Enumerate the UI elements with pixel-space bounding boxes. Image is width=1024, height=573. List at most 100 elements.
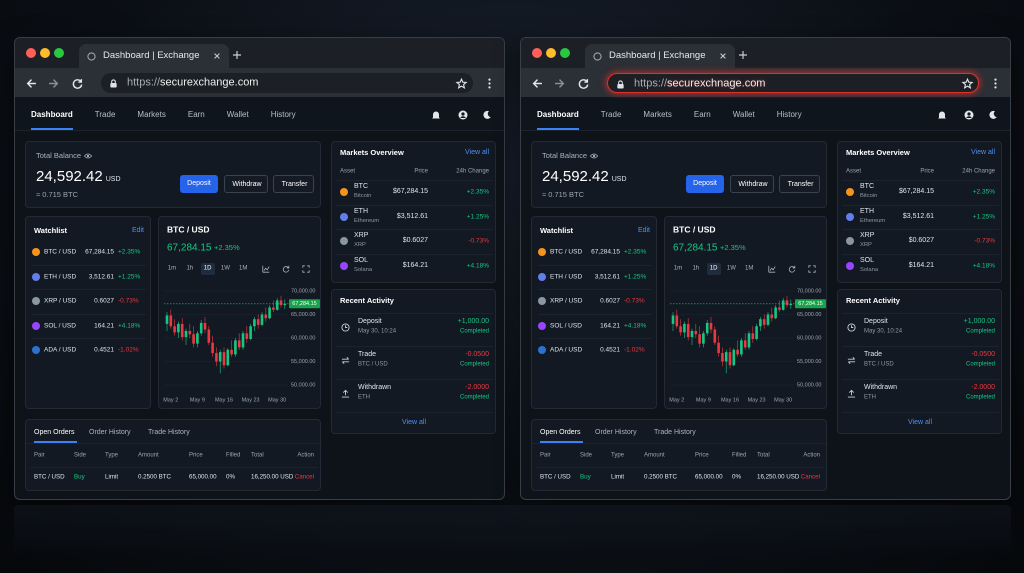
- order-cell[interactable]: Cancel: [294, 473, 314, 481]
- reset-icon[interactable]: [788, 265, 796, 273]
- eye-icon[interactable]: [589, 152, 599, 160]
- activity-view-all[interactable]: View all: [908, 419, 932, 427]
- action-button[interactable]: Withdraw: [730, 175, 774, 193]
- asset-price: $0.6027: [908, 237, 934, 245]
- timeframe-button[interactable]: 1W: [220, 265, 230, 272]
- nav-item[interactable]: History: [776, 110, 802, 119]
- bookmark-star[interactable]: [455, 77, 467, 89]
- forward-button[interactable]: [554, 78, 565, 89]
- new-tab[interactable]: [738, 50, 748, 60]
- tab-close[interactable]: [213, 52, 221, 60]
- row-divider: [336, 229, 493, 230]
- timeframe-button[interactable]: 1M: [745, 265, 754, 272]
- markets-view-all[interactable]: View all: [971, 149, 995, 157]
- action-button[interactable]: Deposit: [686, 175, 724, 193]
- reload-button[interactable]: [578, 78, 589, 89]
- window-control[interactable]: [546, 48, 556, 58]
- orders-tab[interactable]: Trade History: [148, 429, 190, 437]
- nav-item[interactable]: Dashboard: [31, 101, 73, 130]
- timeframe-button[interactable]: 1h: [186, 265, 194, 272]
- markets-view-all[interactable]: View all: [465, 149, 489, 157]
- reset-icon[interactable]: [282, 265, 290, 273]
- watchlist-card: Watchlist Edit BTC / USD 67,284.15 +2.35% ETH…: [531, 216, 657, 409]
- action-button[interactable]: Transfer: [779, 175, 820, 193]
- timeframe-button[interactable]: 1h: [692, 265, 700, 272]
- watchlist-edit[interactable]: Edit: [131, 227, 144, 235]
- browser-tab[interactable]: Dashboard | Exchange: [585, 44, 735, 68]
- nav-item[interactable]: History: [270, 110, 296, 119]
- indicator-icon[interactable]: [262, 265, 270, 273]
- order-cell: 0.2500 BTC: [644, 473, 678, 481]
- eye-icon[interactable]: [83, 152, 93, 160]
- window-control[interactable]: [54, 48, 64, 58]
- nav-item[interactable]: Dashboard: [537, 101, 579, 130]
- timeframe-button[interactable]: 1D: [709, 265, 718, 272]
- orders-tab[interactable]: Open Orders: [540, 429, 581, 437]
- action-button[interactable]: Withdraw: [224, 175, 268, 193]
- nav-item[interactable]: Earn: [693, 110, 711, 119]
- browser-menu[interactable]: [990, 78, 1001, 89]
- candlestick-chart: 50,000.00 55,000.00 60,000.00 65,000.00 70,0…: [163, 288, 320, 403]
- address-field[interactable]: https://securexchnage.com: [607, 73, 979, 93]
- fullscreen-icon[interactable]: [808, 265, 816, 273]
- y-tick-label: 50,000.00: [797, 382, 821, 388]
- address-field[interactable]: https://securexchange.com: [101, 73, 473, 93]
- timeframe-button[interactable]: 1m: [167, 265, 177, 272]
- timeframe-button[interactable]: 1m: [673, 265, 683, 272]
- notifications-icon[interactable]: [937, 110, 947, 120]
- column-header: Action: [803, 452, 820, 459]
- balance-label: Total Balance: [542, 150, 588, 160]
- coin-icon: [846, 212, 854, 221]
- app-nav: Dashboard Trade Markets Earn Wallet History: [537, 101, 802, 130]
- reload-button[interactable]: [72, 78, 83, 89]
- browser-menu[interactable]: [484, 78, 495, 89]
- timeframe-button[interactable]: 1D: [203, 265, 212, 272]
- orders-tab[interactable]: Trade History: [654, 429, 696, 437]
- activity-status: Completed: [965, 394, 995, 401]
- back-button[interactable]: [26, 78, 37, 89]
- y-tick-label: 65,000.00: [291, 312, 315, 318]
- url: https://securexchange.com: [127, 77, 258, 89]
- action-button[interactable]: Deposit: [180, 175, 218, 193]
- window-control[interactable]: [560, 48, 570, 58]
- browser-tab[interactable]: Dashboard | Exchange: [79, 44, 229, 68]
- nav-item[interactable]: Trade: [94, 110, 116, 119]
- action-button[interactable]: Transfer: [273, 175, 314, 193]
- nav-item[interactable]: Wallet: [226, 110, 249, 119]
- orders-tab[interactable]: Order History: [595, 429, 637, 437]
- tab-close[interactable]: [719, 52, 727, 60]
- orders-tab[interactable]: Open Orders: [34, 429, 75, 437]
- window-control[interactable]: [532, 48, 542, 58]
- coin-icon: [538, 321, 546, 330]
- back-button[interactable]: [532, 78, 543, 89]
- account-icon[interactable]: [964, 110, 974, 120]
- notifications-icon[interactable]: [431, 110, 441, 120]
- nav-item[interactable]: Wallet: [732, 110, 755, 119]
- activity-view-all[interactable]: View all: [402, 419, 426, 427]
- account-icon[interactable]: [458, 110, 468, 120]
- timeframe-button[interactable]: 1W: [726, 265, 736, 272]
- watchlist-edit[interactable]: Edit: [637, 227, 650, 235]
- nav-item[interactable]: Trade: [600, 110, 622, 119]
- new-tab[interactable]: [232, 50, 242, 60]
- bookmark-star[interactable]: [961, 77, 973, 89]
- timeframe-button[interactable]: 1M: [239, 265, 248, 272]
- candle-body: [192, 334, 195, 344]
- column-header: Amount: [644, 452, 665, 459]
- chart-change: +2.35%: [720, 242, 746, 252]
- theme-toggle[interactable]: [482, 110, 492, 120]
- balance-label: Total Balance: [36, 150, 82, 160]
- fullscreen-icon[interactable]: [302, 265, 310, 273]
- window-control[interactable]: [26, 48, 36, 58]
- order-cell[interactable]: Cancel: [800, 473, 820, 481]
- nav-item[interactable]: Earn: [187, 110, 205, 119]
- indicator-icon[interactable]: [768, 265, 776, 273]
- window-control[interactable]: [40, 48, 50, 58]
- nav-item[interactable]: Markets: [137, 110, 166, 119]
- candlestick-chart: 50,000.00 55,000.00 60,000.00 65,000.00 70,0…: [669, 288, 826, 403]
- theme-toggle[interactable]: [988, 110, 998, 120]
- forward-button[interactable]: [48, 78, 59, 89]
- orders-tab[interactable]: Order History: [89, 429, 131, 437]
- nav-item[interactable]: Markets: [643, 110, 672, 119]
- markets-card: Markets Overview View all Asset Price 24h Ch…: [331, 141, 496, 283]
